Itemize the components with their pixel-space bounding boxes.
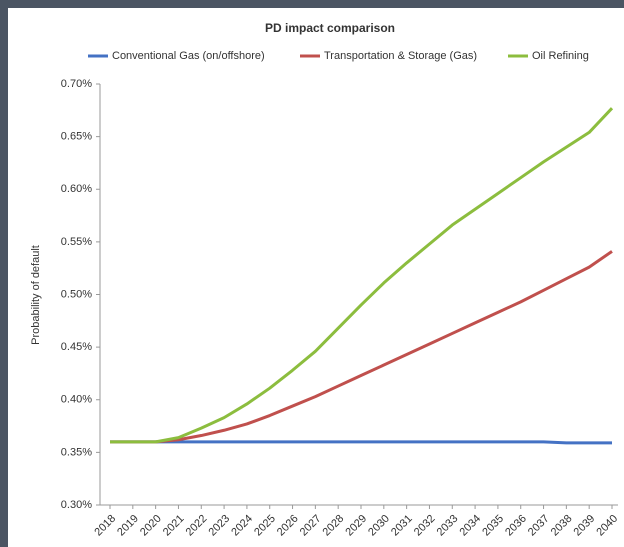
legend-label: Oil Refining <box>532 50 589 62</box>
y-tick-label: 0.50% <box>61 288 92 300</box>
y-tick-label: 0.60% <box>61 183 92 195</box>
chart-title: PD impact comparison <box>265 21 395 35</box>
legend-label: Conventional Gas (on/offshore) <box>112 50 265 62</box>
chart-background <box>8 8 624 547</box>
y-tick-label: 0.65% <box>61 131 92 143</box>
y-tick-label: 0.30% <box>61 499 92 511</box>
y-tick-label: 0.70% <box>61 78 92 90</box>
y-tick-label: 0.40% <box>61 394 92 406</box>
y-tick-label: 0.35% <box>61 446 92 458</box>
y-tick-label: 0.45% <box>61 341 92 353</box>
y-axis-label: Probability of default <box>30 245 42 345</box>
series-line <box>110 250 613 444</box>
legend-label: Transportation & Storage (Gas) <box>324 50 477 62</box>
y-tick-label: 0.55% <box>61 236 92 248</box>
series-line <box>110 107 614 444</box>
series-line <box>110 440 612 445</box>
